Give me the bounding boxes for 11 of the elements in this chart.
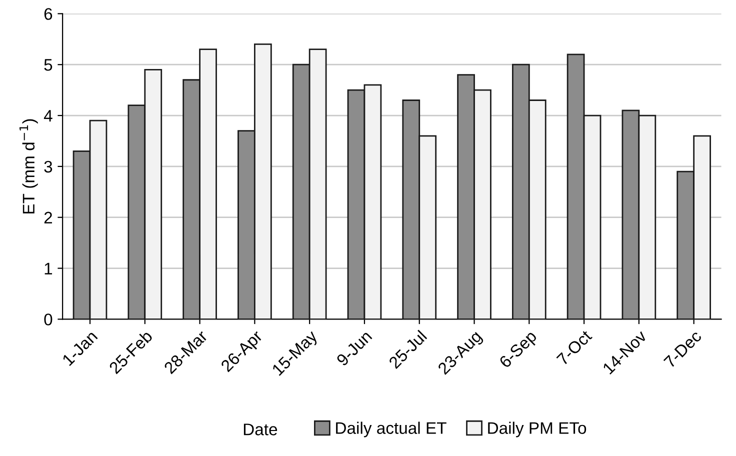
y-tick-label: 3	[44, 160, 52, 173]
y-tick-label: 6	[44, 8, 52, 20]
y-tick-label: 2	[44, 212, 52, 224]
y-tick-label: 4	[44, 110, 52, 122]
y-tick-label: 1	[44, 262, 52, 274]
x-axis-title: Date	[244, 424, 278, 436]
y-axis-title: ET (mm d$^{−1}$)	[20, 119, 38, 214]
legend-label: Daily PM ETo	[488, 422, 586, 438]
legend-label: Daily actual ET	[336, 422, 446, 438]
y-tick-label: 0	[44, 314, 52, 326]
y-tick-label: 5	[44, 59, 52, 71]
